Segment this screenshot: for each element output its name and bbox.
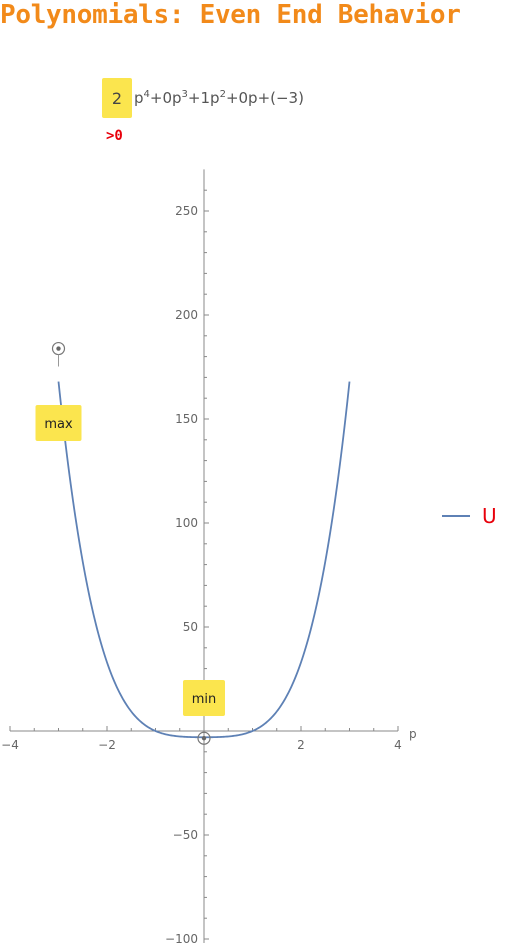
leading-coefficient-badge[interactable]: 2: [102, 78, 132, 118]
min-point-marker-ring: [197, 731, 211, 745]
y-tick-label: 100: [175, 516, 198, 530]
y-tick-label: −50: [173, 828, 198, 842]
y-tick-label: 50: [183, 620, 198, 634]
min-label-box: [183, 680, 225, 716]
annotation-layer: max min: [35, 341, 225, 745]
legend-swatch: [442, 515, 470, 517]
x-tick-label: 2: [297, 738, 305, 752]
chart-axes: −4 −2 2 4 −100 −50 50 100 150 200 250 p: [1, 169, 417, 946]
y-tick-label: 150: [175, 412, 198, 426]
chart-legend: U: [442, 504, 497, 528]
y-tick-label: 200: [175, 308, 198, 322]
legend-label-u: U: [482, 504, 497, 528]
leading-coefficient-sign-note: >0: [106, 128, 123, 144]
polynomial-formula: 2 p4 +0p3 +1p2 +0p+(−3): [102, 78, 304, 118]
formula-term-2: +0p3: [149, 89, 188, 107]
min-label: min: [192, 692, 217, 707]
x-tick-label: −2: [98, 738, 116, 752]
max-label: max: [44, 417, 73, 432]
max-label-box: [35, 405, 82, 441]
x-axis-label: p: [409, 727, 417, 741]
max-point-marker-dot: [56, 346, 61, 351]
formula-term-3: +1p2: [187, 89, 226, 107]
x-tick-label: −4: [1, 738, 19, 752]
formula-term-4: +0p+(−3): [225, 89, 304, 107]
y-tick-label: 250: [175, 204, 198, 218]
min-point-marker-dot: [201, 736, 207, 741]
page-title: Polynomials: Even End Behavior: [0, 0, 461, 30]
y-tick-label: −100: [165, 932, 198, 946]
x-tick-label: 4: [394, 738, 402, 752]
formula-term-1: p4: [134, 89, 150, 107]
